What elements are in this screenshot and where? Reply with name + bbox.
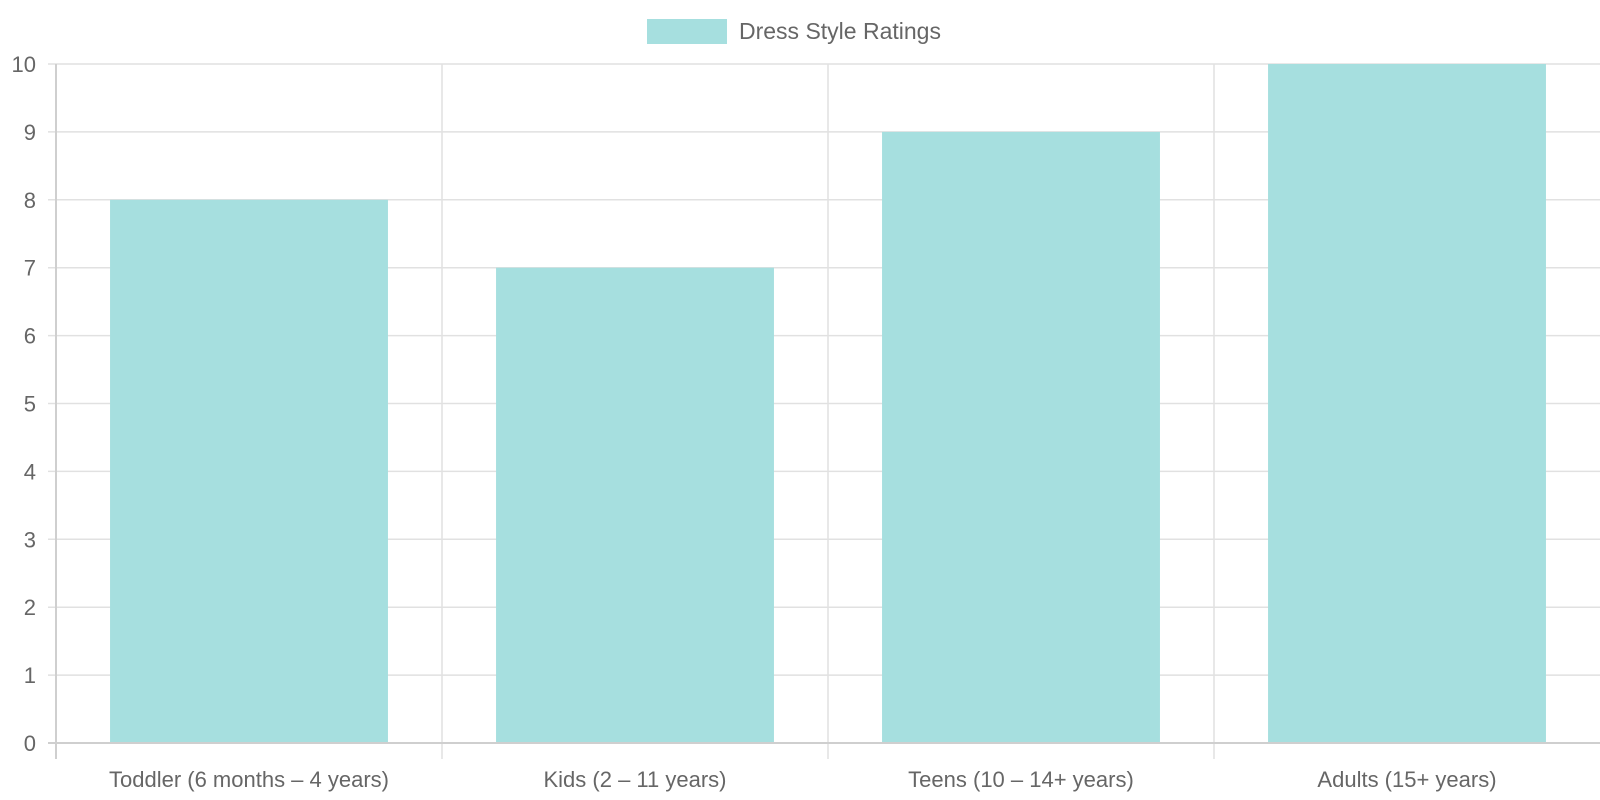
legend-label[interactable]: Dress Style Ratings <box>739 18 941 44</box>
y-tick-label: 2 <box>24 595 36 620</box>
x-tick-label: Adults (15+ years) <box>1317 767 1496 792</box>
legend[interactable]: Dress Style Ratings <box>647 18 941 44</box>
y-tick-label: 10 <box>12 52 36 77</box>
x-tick-labels: Toddler (6 months – 4 years) Kids (2 – 11… <box>109 767 1497 792</box>
y-tick-label: 9 <box>24 120 36 145</box>
y-tick-label: 5 <box>24 392 36 417</box>
y-tick-label: 1 <box>24 663 36 688</box>
bars <box>110 64 1546 744</box>
bar[interactable] <box>1268 64 1546 743</box>
bar[interactable] <box>882 131 1160 743</box>
y-tick-label: 7 <box>24 256 36 281</box>
y-tick-labels: 0 1 2 3 4 5 6 7 8 9 10 <box>12 52 36 756</box>
y-tick-label: 0 <box>24 731 36 756</box>
y-tick-label: 3 <box>24 527 36 552</box>
y-tick-label: 4 <box>24 459 36 484</box>
y-tick-label: 6 <box>24 324 36 349</box>
x-tick-label: Teens (10 – 14+ years) <box>908 767 1134 792</box>
bar[interactable] <box>496 267 774 743</box>
y-tick-label: 8 <box>24 188 36 213</box>
bar[interactable] <box>110 199 388 744</box>
legend-swatch[interactable] <box>647 19 727 44</box>
axes <box>48 64 1600 759</box>
x-tick-label: Toddler (6 months – 4 years) <box>109 767 389 792</box>
x-tick-label: Kids (2 – 11 years) <box>543 767 726 792</box>
